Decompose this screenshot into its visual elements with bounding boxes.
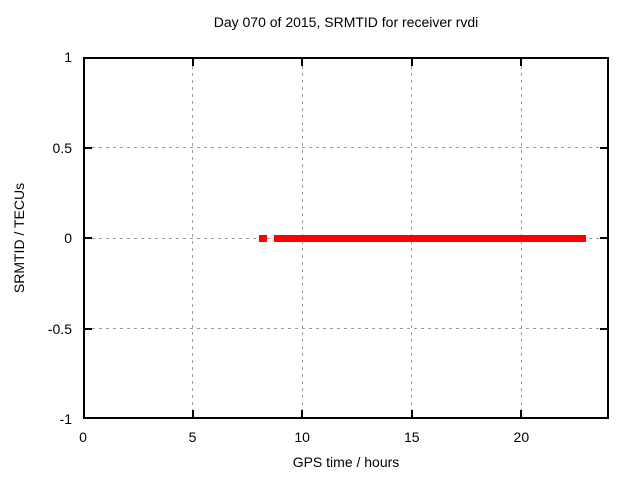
y-tick-left: [85, 237, 92, 239]
x-tick-top: [410, 59, 413, 66]
data-series-segment: [259, 234, 268, 242]
y-tick-label: 0: [64, 230, 72, 246]
y-tick-right: [600, 237, 607, 239]
x-tick-bottom: [301, 410, 304, 417]
data-series-segment: [273, 234, 281, 242]
plot-area: [83, 57, 609, 419]
x-tick-label: 5: [188, 429, 197, 445]
x-tick-label: 20: [513, 429, 530, 445]
y-tick-left: [85, 146, 92, 149]
x-tick-top: [520, 59, 523, 66]
x-tick-top: [301, 59, 304, 66]
x-tick-bottom: [520, 410, 523, 417]
gridline-horizontal: [85, 328, 607, 329]
x-tick-label: 10: [294, 429, 310, 445]
y-tick-label: -0.5: [47, 320, 72, 337]
x-tick-top: [191, 59, 194, 66]
x-tick-label: 15: [403, 429, 420, 445]
x-tick-bottom: [410, 410, 413, 417]
x-tick-bottom: [191, 410, 194, 417]
x-axis-label: GPS time / hours: [292, 454, 400, 470]
y-tick-label: -1: [59, 411, 72, 427]
y-tick-left: [85, 327, 92, 330]
y-tick-right: [600, 327, 607, 330]
data-series-segment: [281, 234, 586, 242]
chart-title: Day 070 of 2015, SRMTID for receiver rvd…: [213, 14, 479, 30]
y-tick-right: [600, 146, 607, 149]
x-tick-label: 0: [79, 429, 87, 445]
gridline-horizontal: [85, 147, 607, 148]
y-tick-label: 0.5: [52, 139, 72, 156]
y-tick-label: 1: [64, 49, 72, 65]
